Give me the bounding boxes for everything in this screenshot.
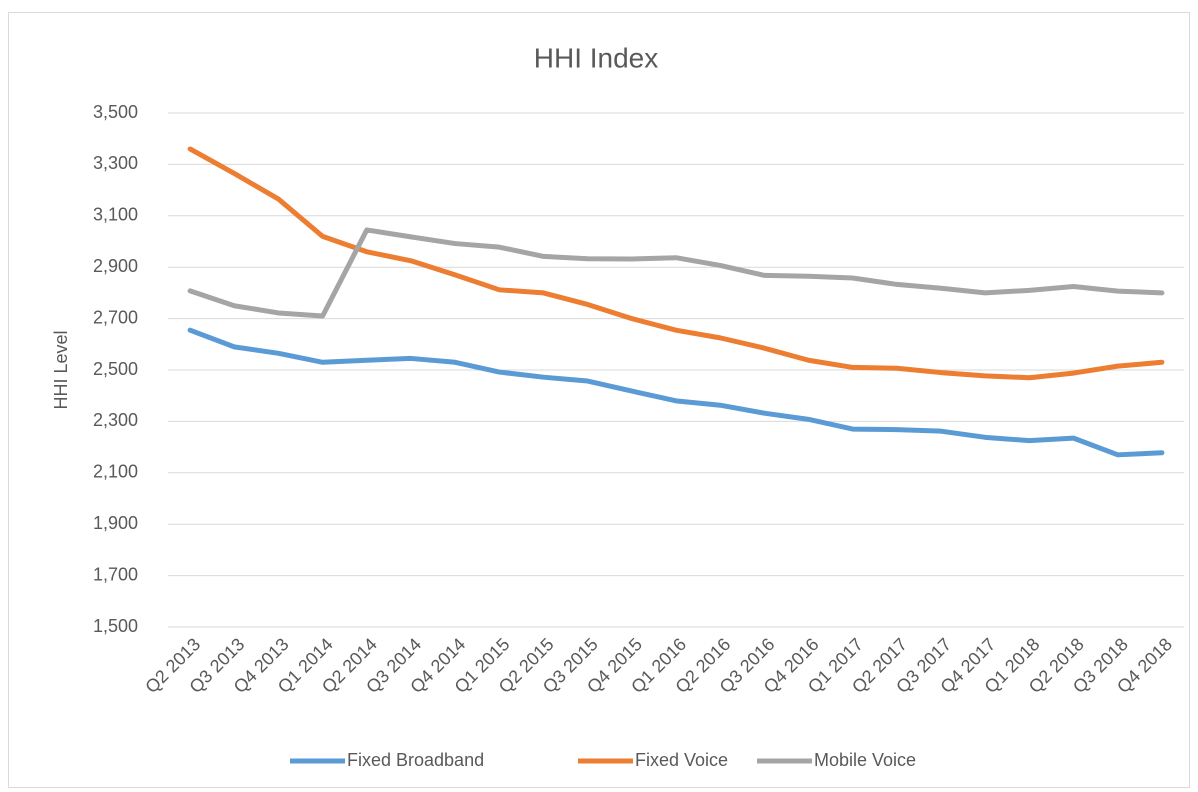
y-tick-label: 2,500 (93, 359, 138, 379)
y-tick-label: 1,700 (93, 564, 138, 584)
y-tick-label: 2,100 (93, 462, 138, 482)
chart-border (8, 12, 1190, 788)
series-line (187, 327, 1165, 458)
y-axis-label: HHI Level (51, 330, 71, 409)
y-tick-label: 2,700 (93, 307, 138, 327)
y-tick-label: 1,900 (93, 513, 138, 533)
y-tick-label: 3,100 (93, 205, 138, 225)
y-tick-label: 3,500 (93, 102, 138, 122)
legend-label: Fixed Broadband (347, 750, 484, 770)
legend-label: Mobile Voice (814, 750, 916, 770)
y-tick-label: 2,900 (93, 256, 138, 276)
y-tick-label: 3,300 (93, 153, 138, 173)
series-line (187, 227, 1165, 319)
y-tick-label: 2,300 (93, 410, 138, 430)
chart-title: HHI Index (534, 42, 659, 73)
series-line (187, 146, 1165, 381)
y-tick-label: 1,500 (93, 616, 138, 636)
legend-label: Fixed Voice (635, 750, 728, 770)
